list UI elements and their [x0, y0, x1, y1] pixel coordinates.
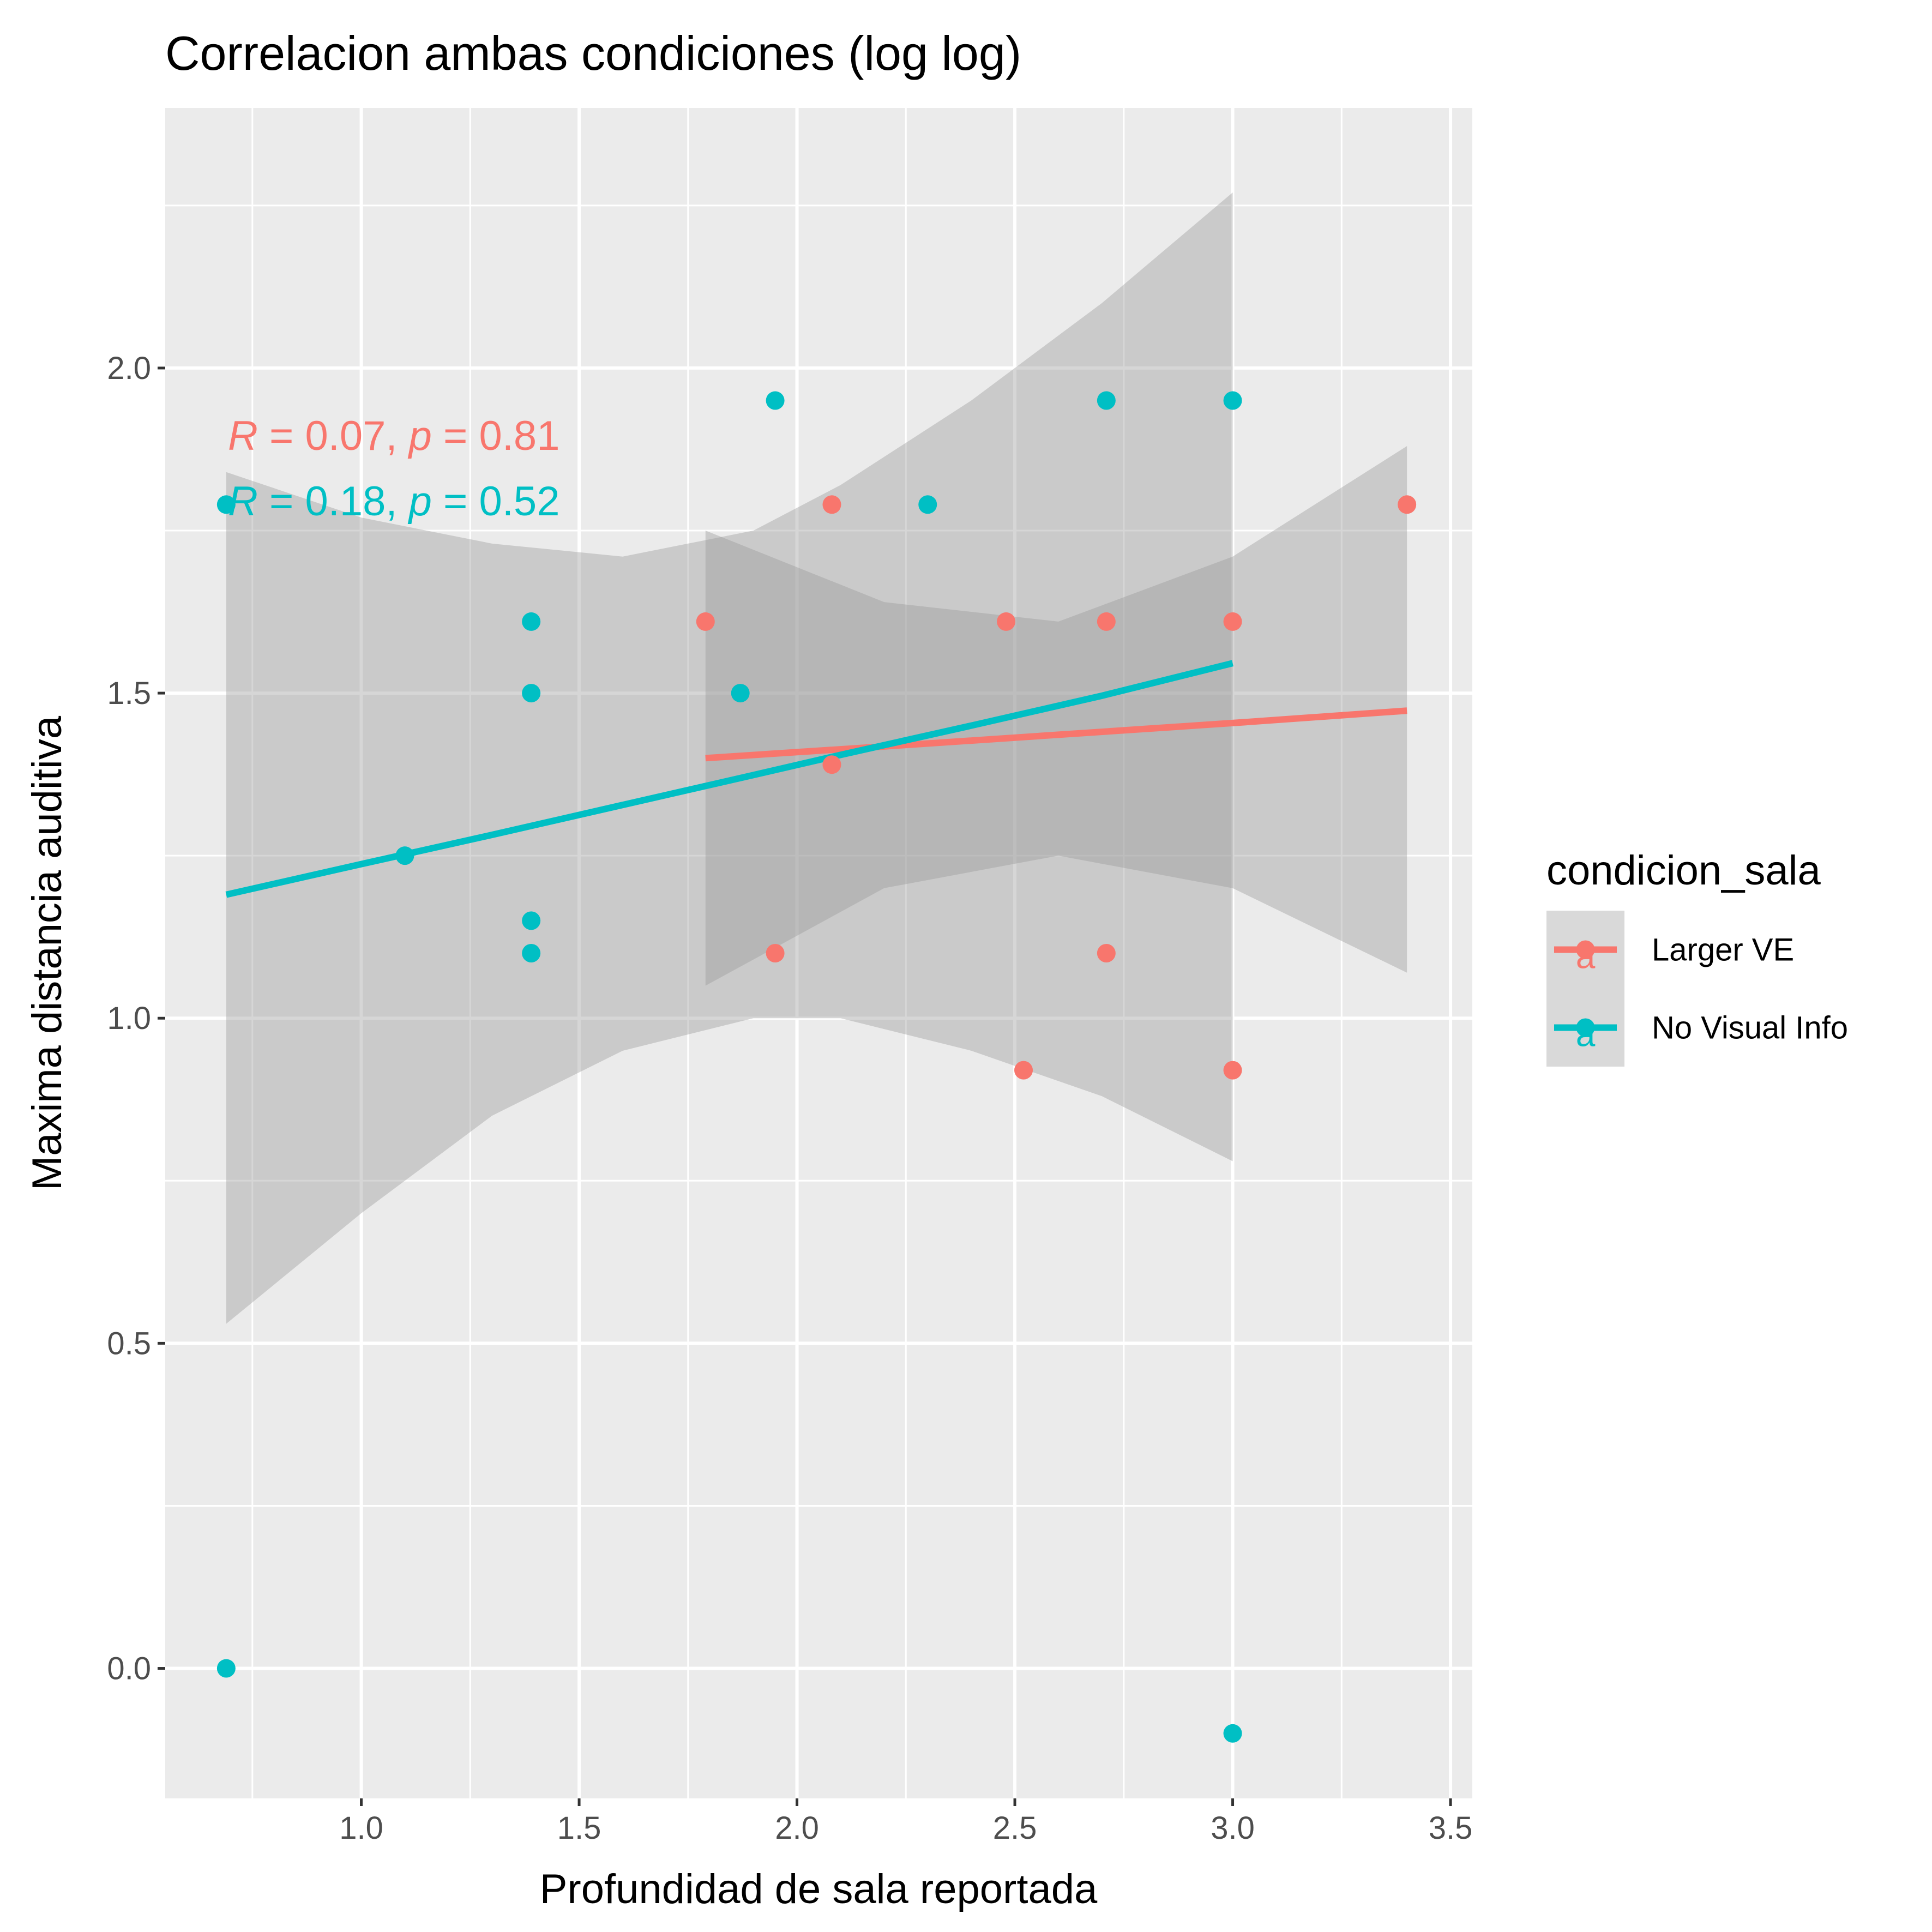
legend-key-point	[1576, 1018, 1595, 1037]
data-point	[1097, 944, 1116, 962]
y-tick-label: 0.0	[107, 1651, 151, 1687]
legend-items: a Larger VE a No Visual Info	[1546, 911, 1848, 1067]
chart-title: Correlacion ambas condiciones (log log)	[165, 26, 1021, 80]
correlation-labels: R = 0.07, p = 0.81 R = 0.18, p = 0.52	[228, 413, 559, 525]
x-axis-title: Profundidad de sala reportada	[540, 1866, 1098, 1912]
x-tick-label: 1.5	[557, 1810, 601, 1846]
legend-key-point	[1576, 940, 1595, 959]
x-tick-label: 2.5	[993, 1810, 1037, 1846]
x-tick-label: 3.0	[1211, 1810, 1255, 1846]
y-tick-label: 1.0	[107, 1001, 151, 1036]
data-point	[822, 495, 841, 514]
y-tick-label: 2.0	[107, 351, 151, 386]
major-gridlines	[165, 108, 1472, 1798]
data-point	[216, 1659, 236, 1678]
data-point	[918, 495, 937, 514]
data-point	[1223, 1061, 1242, 1080]
y-tick-label: 0.5	[107, 1326, 151, 1361]
data-point	[766, 944, 785, 962]
data-point	[522, 684, 541, 703]
data-point	[997, 612, 1016, 631]
correlation-label: R = 0.18, p = 0.52	[228, 478, 559, 525]
data-point	[766, 391, 785, 410]
y-tick-label: 1.5	[107, 676, 151, 711]
confidence-band	[705, 446, 1407, 986]
data-point	[522, 944, 541, 962]
legend-title: condicion_sala	[1546, 847, 1821, 894]
data-point	[1014, 1061, 1033, 1080]
legend-key-glyph: a	[1576, 1015, 1596, 1054]
data-point	[1097, 612, 1116, 631]
data-point	[731, 684, 750, 703]
regression-line	[705, 707, 1407, 762]
x-axis: 1.0 1.5 2.0 2.5 3.0 3.5	[339, 1798, 1472, 1846]
minor-gridlines	[165, 108, 1472, 1798]
x-tick-label: 1.0	[339, 1810, 383, 1846]
data-point	[216, 495, 236, 514]
legend: condicion_sala a Larger VE a No Visual Info	[1546, 847, 1848, 1067]
data-point	[1223, 1724, 1242, 1743]
data-point	[1223, 612, 1242, 631]
data-points	[216, 391, 1417, 1743]
legend-label: No Visual Info	[1652, 1010, 1848, 1046]
x-tick-label: 3.5	[1429, 1810, 1473, 1846]
data-point	[1223, 391, 1242, 410]
data-point	[522, 612, 541, 631]
data-point	[522, 911, 541, 930]
legend-label: Larger VE	[1652, 932, 1794, 968]
y-axis-title: Maxima distancia auditiva	[24, 715, 70, 1190]
data-point	[822, 755, 841, 774]
plot-panel	[165, 108, 1472, 1798]
correlation-label: R = 0.07, p = 0.81	[228, 413, 559, 459]
y-axis: 0.0 0.5 1.0 1.5 2.0	[107, 351, 165, 1687]
data-point	[395, 846, 414, 865]
data-point	[696, 612, 715, 631]
x-tick-label: 2.0	[775, 1810, 819, 1846]
legend-key-glyph: a	[1576, 937, 1596, 976]
data-point	[1097, 391, 1116, 410]
data-point	[1398, 495, 1417, 514]
